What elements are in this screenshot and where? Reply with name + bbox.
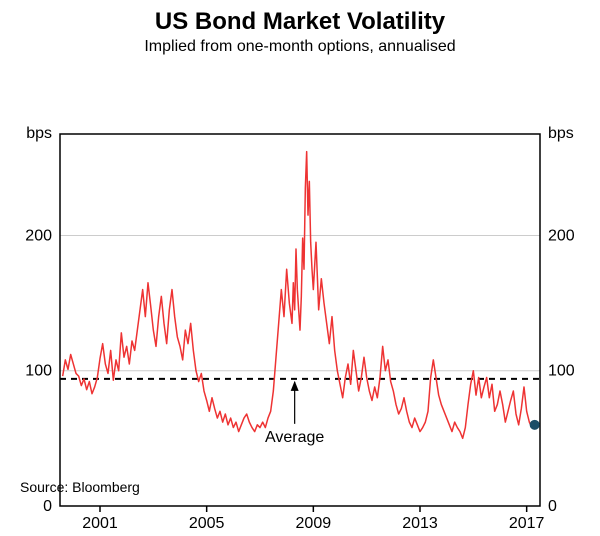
svg-text:2005: 2005 — [189, 515, 225, 532]
chart-subtitle: Implied from one-month options, annualis… — [0, 36, 600, 56]
svg-text:2009: 2009 — [296, 515, 332, 532]
svg-text:2017: 2017 — [509, 515, 545, 532]
svg-text:0: 0 — [43, 498, 52, 515]
svg-text:100: 100 — [25, 363, 52, 380]
chart-title: US Bond Market Volatility — [0, 0, 600, 36]
svg-text:0: 0 — [548, 498, 557, 515]
svg-text:2013: 2013 — [402, 515, 438, 532]
svg-text:200: 200 — [548, 227, 575, 244]
chart-container: US Bond Market Volatility Implied from o… — [0, 0, 600, 503]
svg-text:Average: Average — [265, 429, 324, 446]
svg-text:2001: 2001 — [82, 515, 118, 532]
svg-text:bps: bps — [548, 125, 574, 142]
chart-svg: 0 0 100 100 200 200 bps bps 2001 2005 2009 2013 2017… — [0, 56, 600, 536]
svg-text:100: 100 — [548, 363, 575, 380]
svg-text:200: 200 — [25, 227, 52, 244]
source-text: Source: Bloomberg — [20, 479, 140, 495]
svg-text:bps: bps — [26, 125, 52, 142]
